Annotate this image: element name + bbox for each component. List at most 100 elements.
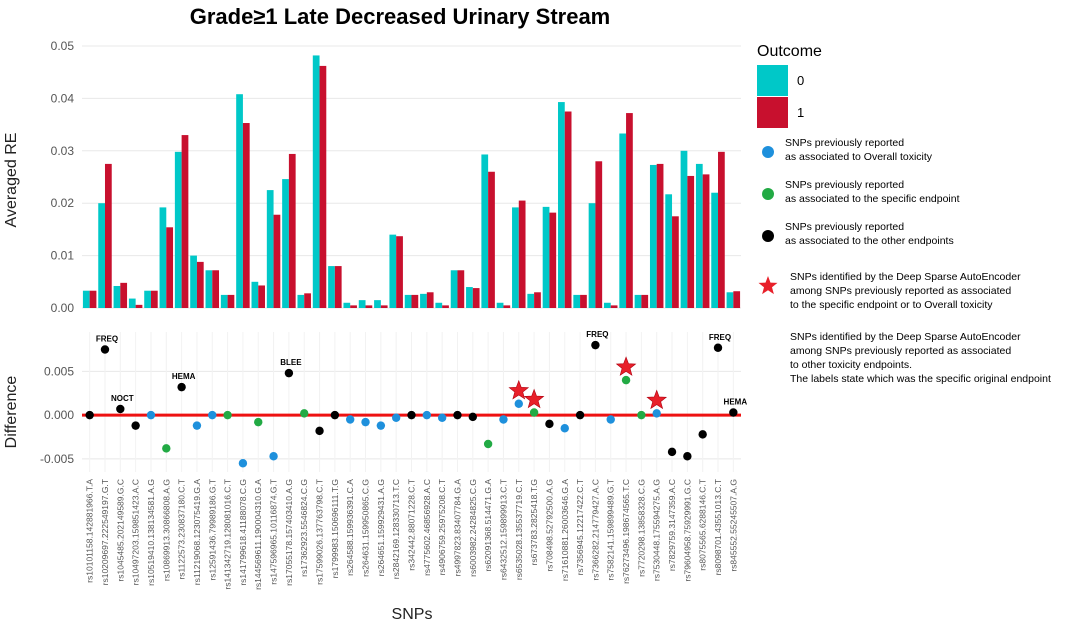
x-tick-label: rs673783.2825418.T.G <box>529 479 539 565</box>
bar-outcome-0 <box>128 298 136 308</box>
x-axis: rs10101158.142881966.T.A rs10209697.22254… <box>85 479 739 590</box>
legend-note-text: among SNPs previously reported as associ… <box>790 345 1011 357</box>
x-tick-label: rs10209697.222549197.G.T <box>100 479 110 585</box>
bar-outcome-1 <box>196 261 204 308</box>
x-tick-label: rs845552.55245507.A.G <box>728 479 738 572</box>
bar-outcome-0 <box>205 270 213 308</box>
legend-key-label: 0 <box>797 73 804 88</box>
bar-outcome-1 <box>319 65 327 308</box>
bar-outcome-1 <box>304 293 311 308</box>
bar-outcome-1 <box>365 305 373 308</box>
snp-point-other <box>713 343 723 352</box>
bar-outcome-0 <box>695 163 703 308</box>
bar-outcome-0 <box>343 302 351 308</box>
snp-point-other <box>330 410 340 420</box>
snp-point-other <box>545 419 554 429</box>
bar-outcome-1 <box>135 304 143 308</box>
snp-point-other <box>683 452 692 461</box>
bar-outcome-1 <box>733 291 741 308</box>
bar-outcome-0 <box>220 294 228 308</box>
x-tick-label: rs7582141.159899489.G.T <box>606 479 616 581</box>
bar-outcome-0 <box>466 287 473 308</box>
bar-outcome-1 <box>258 285 265 308</box>
bar-outcome-0 <box>236 94 243 308</box>
x-tick-label: rs17599026.137763798.C.T <box>315 479 325 585</box>
bottom-y-tick-label: -0.005 <box>40 452 74 466</box>
snp-point-overall <box>606 415 615 424</box>
x-tick-label: rs62091368.514471.G.A <box>483 479 493 572</box>
snp-point-overall <box>269 452 278 461</box>
bar-outcome-0 <box>680 150 688 308</box>
legend-swatch-outcome-0 <box>757 65 788 96</box>
x-tick-label: rs264588.159936391.C.A <box>345 479 355 576</box>
bar-outcome-0 <box>297 294 305 308</box>
bar-outcome-1 <box>687 175 695 308</box>
x-tick-label: rs1122573.230837180.C.T <box>177 479 187 580</box>
bar-outcome-1 <box>626 113 633 309</box>
bar-outcome-1 <box>580 294 587 308</box>
snp-point-specific <box>162 444 171 453</box>
top-y-tick-label: 0.03 <box>51 144 75 158</box>
legend-note-text: to other toxicity endpoints. <box>790 359 912 371</box>
snp-point-other <box>177 382 186 392</box>
dsae-star-marker <box>646 389 668 410</box>
x-tick-label: rs1045485.202149589.G.C <box>115 479 125 582</box>
bar-outcome-1 <box>549 212 557 308</box>
bar-outcome-0 <box>588 203 596 308</box>
x-tick-label: rs6535028.135537719.C.T <box>514 479 524 580</box>
bar-outcome-1 <box>488 171 495 308</box>
snp-point-specific <box>621 375 631 385</box>
legend: Outcome 0 1 SNPs previously reported as ass… <box>757 43 1051 385</box>
snp-point-specific <box>223 410 232 420</box>
x-tick-label: rs10869913.30866808.A.G <box>161 479 171 581</box>
snp-point-other <box>575 410 585 420</box>
bar-outcome-0 <box>159 207 167 308</box>
x-tick-label: rs147596965.10116874.G.T <box>269 479 279 585</box>
bar-outcome-1 <box>411 294 419 308</box>
snp-point-overall <box>422 410 432 420</box>
snp-point-other <box>729 408 738 417</box>
bar-outcome-0 <box>542 206 550 308</box>
snp-point-other <box>85 410 94 420</box>
bar-outcome-1 <box>564 111 572 308</box>
chart-title: Grade≥1 Late Decreased Urinary Stream <box>190 4 611 29</box>
snp-point-other <box>284 368 294 378</box>
bar-outcome-0 <box>726 292 734 308</box>
snp-point-specific <box>483 439 493 449</box>
x-tick-label: rs8075565.6288146.C.T <box>698 479 708 571</box>
legend-item-text: as associated to the specific endpoint <box>785 193 960 205</box>
bar-outcome-0 <box>512 207 519 308</box>
legend-item-text: as associated to Overall toxicity <box>785 151 933 163</box>
snp-point-overall <box>514 399 523 408</box>
endpoint-label: HEMA <box>724 398 748 407</box>
x-tick-label: rs7366282.214779427.A.C <box>590 479 600 581</box>
bar-outcome-0 <box>450 270 458 308</box>
x-tick-label: rs79604958.75929991.G.C <box>682 479 692 582</box>
bar-outcome-0 <box>481 154 489 308</box>
legend-item-text: SNPs previously reported <box>785 137 904 149</box>
bar-outcome-0 <box>282 179 289 308</box>
y-axis-title-bottom: Difference <box>3 376 20 449</box>
legend-swatch-outcome-1 <box>757 97 788 128</box>
x-tick-label: rs6003982.24284825.C.G <box>468 479 478 577</box>
bar-outcome-0 <box>619 133 627 308</box>
x-tick-label: rs7829759.3147359.A.C <box>667 479 677 571</box>
x-tick-label: rs12591436.79989186.G.T <box>207 479 217 581</box>
top-y-tick-label: 0.02 <box>51 196 75 210</box>
bar-outcome-1 <box>104 163 112 308</box>
x-tick-label: rs2842169.128330713.T.C <box>391 479 401 579</box>
bar-outcome-0 <box>374 300 381 308</box>
bar-outcome-1 <box>595 161 603 308</box>
bar-outcome-0 <box>144 290 151 308</box>
bar-outcome-1 <box>181 135 189 308</box>
snp-point-overall <box>560 424 569 433</box>
bar-outcome-1 <box>472 288 480 308</box>
snp-point-other <box>667 447 677 457</box>
bar-outcome-0 <box>420 293 427 308</box>
snp-point-overall <box>146 410 156 420</box>
endpoint-label: FREQ <box>586 330 608 339</box>
bar-outcome-1 <box>242 123 250 308</box>
x-tick-label: rs708498.52792500.A.G <box>544 479 554 572</box>
legend-title: Outcome <box>757 43 822 60</box>
bar-outcome-1 <box>150 290 158 308</box>
